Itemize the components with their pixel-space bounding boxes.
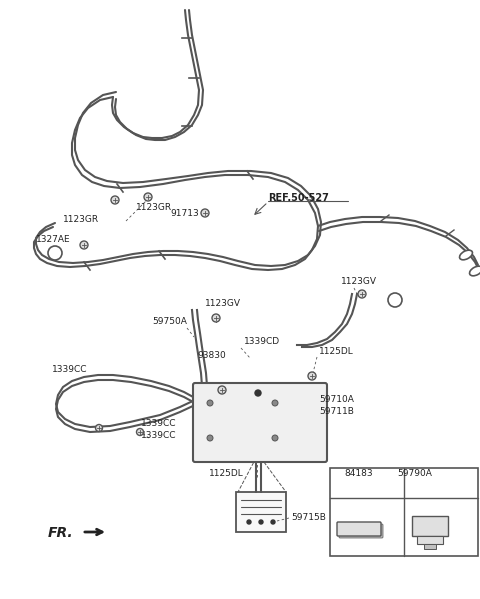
Text: 93830: 93830 xyxy=(197,352,226,361)
Circle shape xyxy=(272,435,278,441)
Text: A: A xyxy=(52,249,58,258)
Text: FR.: FR. xyxy=(48,526,73,540)
Circle shape xyxy=(144,193,152,201)
FancyBboxPatch shape xyxy=(193,383,327,462)
Circle shape xyxy=(259,520,263,524)
Circle shape xyxy=(96,425,103,431)
Text: 1339CC: 1339CC xyxy=(52,365,87,374)
FancyBboxPatch shape xyxy=(337,522,381,536)
Circle shape xyxy=(207,400,213,406)
Text: 1339CC: 1339CC xyxy=(141,431,177,440)
Ellipse shape xyxy=(469,266,480,276)
Circle shape xyxy=(201,209,209,217)
Text: 1123GR: 1123GR xyxy=(136,202,172,211)
Bar xyxy=(417,536,443,544)
Circle shape xyxy=(80,241,88,249)
Text: 1327AE: 1327AE xyxy=(36,235,71,244)
Circle shape xyxy=(136,428,144,435)
Text: 1123GV: 1123GV xyxy=(205,298,241,307)
Circle shape xyxy=(255,390,261,396)
Text: 1339CD: 1339CD xyxy=(244,337,280,346)
Text: 59711B: 59711B xyxy=(319,407,354,416)
Circle shape xyxy=(212,314,220,322)
Text: 91713: 91713 xyxy=(170,210,199,219)
Circle shape xyxy=(388,293,402,307)
Circle shape xyxy=(308,372,316,380)
Circle shape xyxy=(272,400,278,406)
Text: 84183: 84183 xyxy=(344,468,372,477)
Bar xyxy=(424,544,436,549)
Text: 59750A: 59750A xyxy=(152,317,187,326)
Text: 1125DL: 1125DL xyxy=(319,347,354,356)
Text: REF.50-527: REF.50-527 xyxy=(268,193,329,203)
Text: A: A xyxy=(392,295,398,304)
Text: 1339CC: 1339CC xyxy=(141,419,177,428)
Text: 1125DL: 1125DL xyxy=(209,470,244,479)
Bar xyxy=(330,468,478,556)
Ellipse shape xyxy=(459,250,472,260)
Text: 59710A: 59710A xyxy=(319,395,354,404)
Circle shape xyxy=(271,520,275,524)
Bar xyxy=(412,516,448,536)
Bar xyxy=(236,492,286,532)
Circle shape xyxy=(111,196,119,204)
Text: 59790A: 59790A xyxy=(397,468,432,477)
FancyBboxPatch shape xyxy=(339,524,383,538)
Circle shape xyxy=(218,386,226,394)
Text: 59715B: 59715B xyxy=(291,513,326,522)
Text: 1123GV: 1123GV xyxy=(341,277,377,286)
Text: 1123GR: 1123GR xyxy=(63,216,99,225)
Circle shape xyxy=(207,435,213,441)
Circle shape xyxy=(48,246,62,260)
Circle shape xyxy=(358,290,366,298)
Circle shape xyxy=(247,520,251,524)
